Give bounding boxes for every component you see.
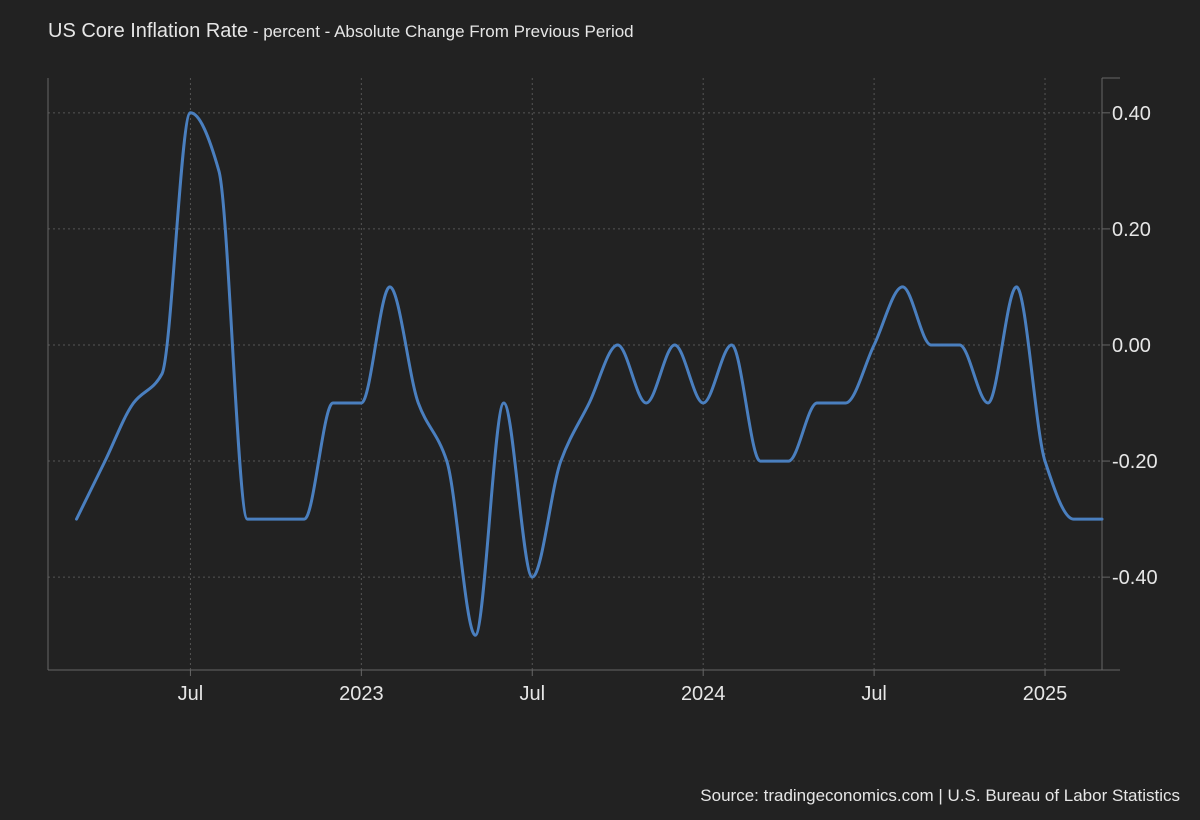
data-point xyxy=(331,401,335,405)
data-point xyxy=(815,401,819,405)
data-point xyxy=(74,517,78,521)
data-point xyxy=(844,401,848,405)
data-point xyxy=(302,517,306,521)
data-point xyxy=(1043,459,1047,463)
chart-subtitle-prefix: - xyxy=(248,22,264,41)
data-point xyxy=(673,343,677,347)
data-point xyxy=(929,343,933,347)
data-point xyxy=(530,575,534,579)
y-tick-label: 0.20 xyxy=(1112,219,1151,241)
chart-title-row: US Core Inflation Rate - percent - Absol… xyxy=(48,20,634,43)
x-tick-label: Jul xyxy=(861,683,887,705)
data-point xyxy=(587,401,591,405)
data-point xyxy=(131,401,135,405)
data-point xyxy=(274,517,278,521)
data-point xyxy=(359,401,363,405)
x-tick-label: 2025 xyxy=(1023,683,1068,705)
data-point xyxy=(502,401,506,405)
source-credit: Source: tradingeconomics.com | U.S. Bure… xyxy=(700,786,1180,805)
data-point xyxy=(1072,517,1076,521)
chart-title: US Core Inflation Rate xyxy=(48,20,249,42)
data-point xyxy=(986,401,990,405)
data-point xyxy=(616,343,620,347)
data-point xyxy=(388,285,392,289)
data-point xyxy=(217,169,221,173)
data-point xyxy=(787,459,791,463)
data-point xyxy=(160,372,164,376)
data-point xyxy=(872,343,876,347)
data-point xyxy=(1100,517,1104,521)
data-point xyxy=(958,343,962,347)
data-point xyxy=(559,459,563,463)
data-point xyxy=(644,401,648,405)
x-tick-label: 2024 xyxy=(681,683,726,705)
y-tick-label: -0.20 xyxy=(1112,451,1158,473)
data-point xyxy=(758,459,762,463)
data-point xyxy=(416,401,420,405)
data-point xyxy=(445,459,449,463)
y-tick-label: -0.40 xyxy=(1112,567,1158,589)
y-tick-label: 0.00 xyxy=(1112,335,1151,357)
line-chart: 0.40 0.20 0.00 -0.20 -0.40 Jul 2023 Jul 2024 Jul 2… xyxy=(47,77,1158,705)
data-point xyxy=(901,285,905,289)
data-point xyxy=(245,517,249,521)
data-point xyxy=(701,401,705,405)
series-line xyxy=(75,111,1104,637)
data-point xyxy=(1015,285,1019,289)
x-tick-label: Jul xyxy=(519,683,545,705)
data-point xyxy=(473,633,477,637)
x-tick-label: Jul xyxy=(178,683,204,705)
x-tick-label: 2023 xyxy=(339,683,384,705)
chart-subtitle: percent - Absolute Change From Previous … xyxy=(263,22,634,41)
data-point xyxy=(188,111,192,115)
y-tick-label: 0.40 xyxy=(1112,103,1151,125)
data-point xyxy=(730,343,734,347)
data-point xyxy=(103,459,107,463)
